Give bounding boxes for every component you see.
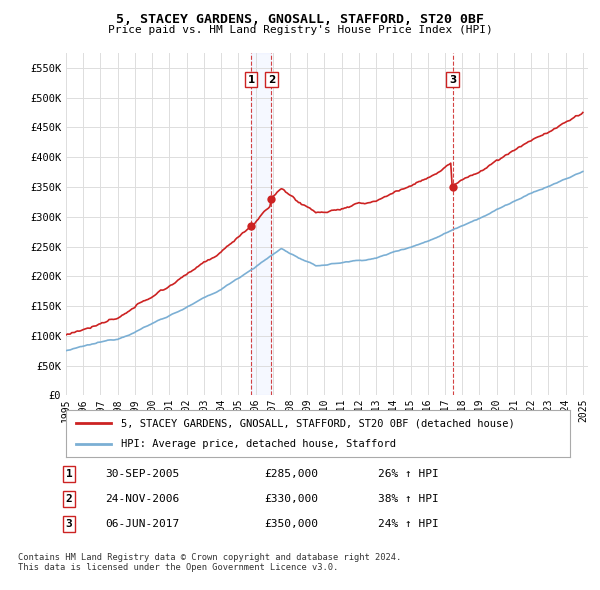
Text: Price paid vs. HM Land Registry's House Price Index (HPI): Price paid vs. HM Land Registry's House …	[107, 25, 493, 35]
Text: 30-SEP-2005: 30-SEP-2005	[105, 469, 179, 479]
Text: £285,000: £285,000	[264, 469, 318, 479]
Text: 3: 3	[449, 75, 456, 85]
Text: Contains HM Land Registry data © Crown copyright and database right 2024.: Contains HM Land Registry data © Crown c…	[18, 553, 401, 562]
Text: 26% ↑ HPI: 26% ↑ HPI	[378, 469, 439, 479]
Text: £330,000: £330,000	[264, 494, 318, 504]
Text: 2: 2	[268, 75, 275, 85]
Text: HPI: Average price, detached house, Stafford: HPI: Average price, detached house, Staf…	[121, 439, 397, 449]
Bar	[251, 53, 271, 395]
Text: This data is licensed under the Open Government Licence v3.0.: This data is licensed under the Open Gov…	[18, 563, 338, 572]
Text: 24-NOV-2006: 24-NOV-2006	[105, 494, 179, 504]
Text: 06-JUN-2017: 06-JUN-2017	[105, 519, 179, 529]
Text: 2: 2	[65, 494, 73, 504]
Text: 24% ↑ HPI: 24% ↑ HPI	[378, 519, 439, 529]
Text: £350,000: £350,000	[264, 519, 318, 529]
Text: 5, STACEY GARDENS, GNOSALL, STAFFORD, ST20 0BF (detached house): 5, STACEY GARDENS, GNOSALL, STAFFORD, ST…	[121, 418, 515, 428]
Text: 1: 1	[65, 469, 73, 479]
Text: 38% ↑ HPI: 38% ↑ HPI	[378, 494, 439, 504]
Text: 3: 3	[65, 519, 73, 529]
Text: 5, STACEY GARDENS, GNOSALL, STAFFORD, ST20 0BF: 5, STACEY GARDENS, GNOSALL, STAFFORD, ST…	[116, 13, 484, 26]
Text: 1: 1	[248, 75, 255, 85]
